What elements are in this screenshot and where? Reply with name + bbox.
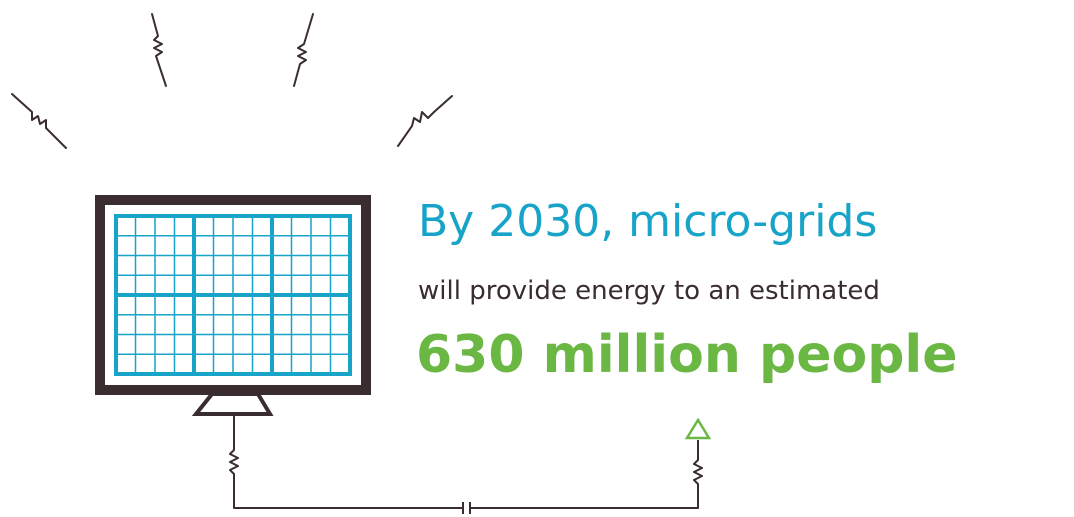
resistor-ray-icon (397, 95, 453, 147)
subline: will provide energy to an estimated (418, 276, 880, 306)
headline: By 2030, micro-grids (418, 196, 878, 247)
circuit-wire (471, 440, 703, 509)
resistor-ray-icon (151, 13, 167, 87)
solar-panel-icon (95, 195, 371, 416)
stat-highlight: 630 million people (416, 325, 958, 385)
resistor-ray-icon (293, 13, 314, 87)
circuit-wire (229, 416, 462, 509)
triangle-arrow-icon (684, 417, 712, 440)
resistor-ray-icon (11, 93, 67, 149)
